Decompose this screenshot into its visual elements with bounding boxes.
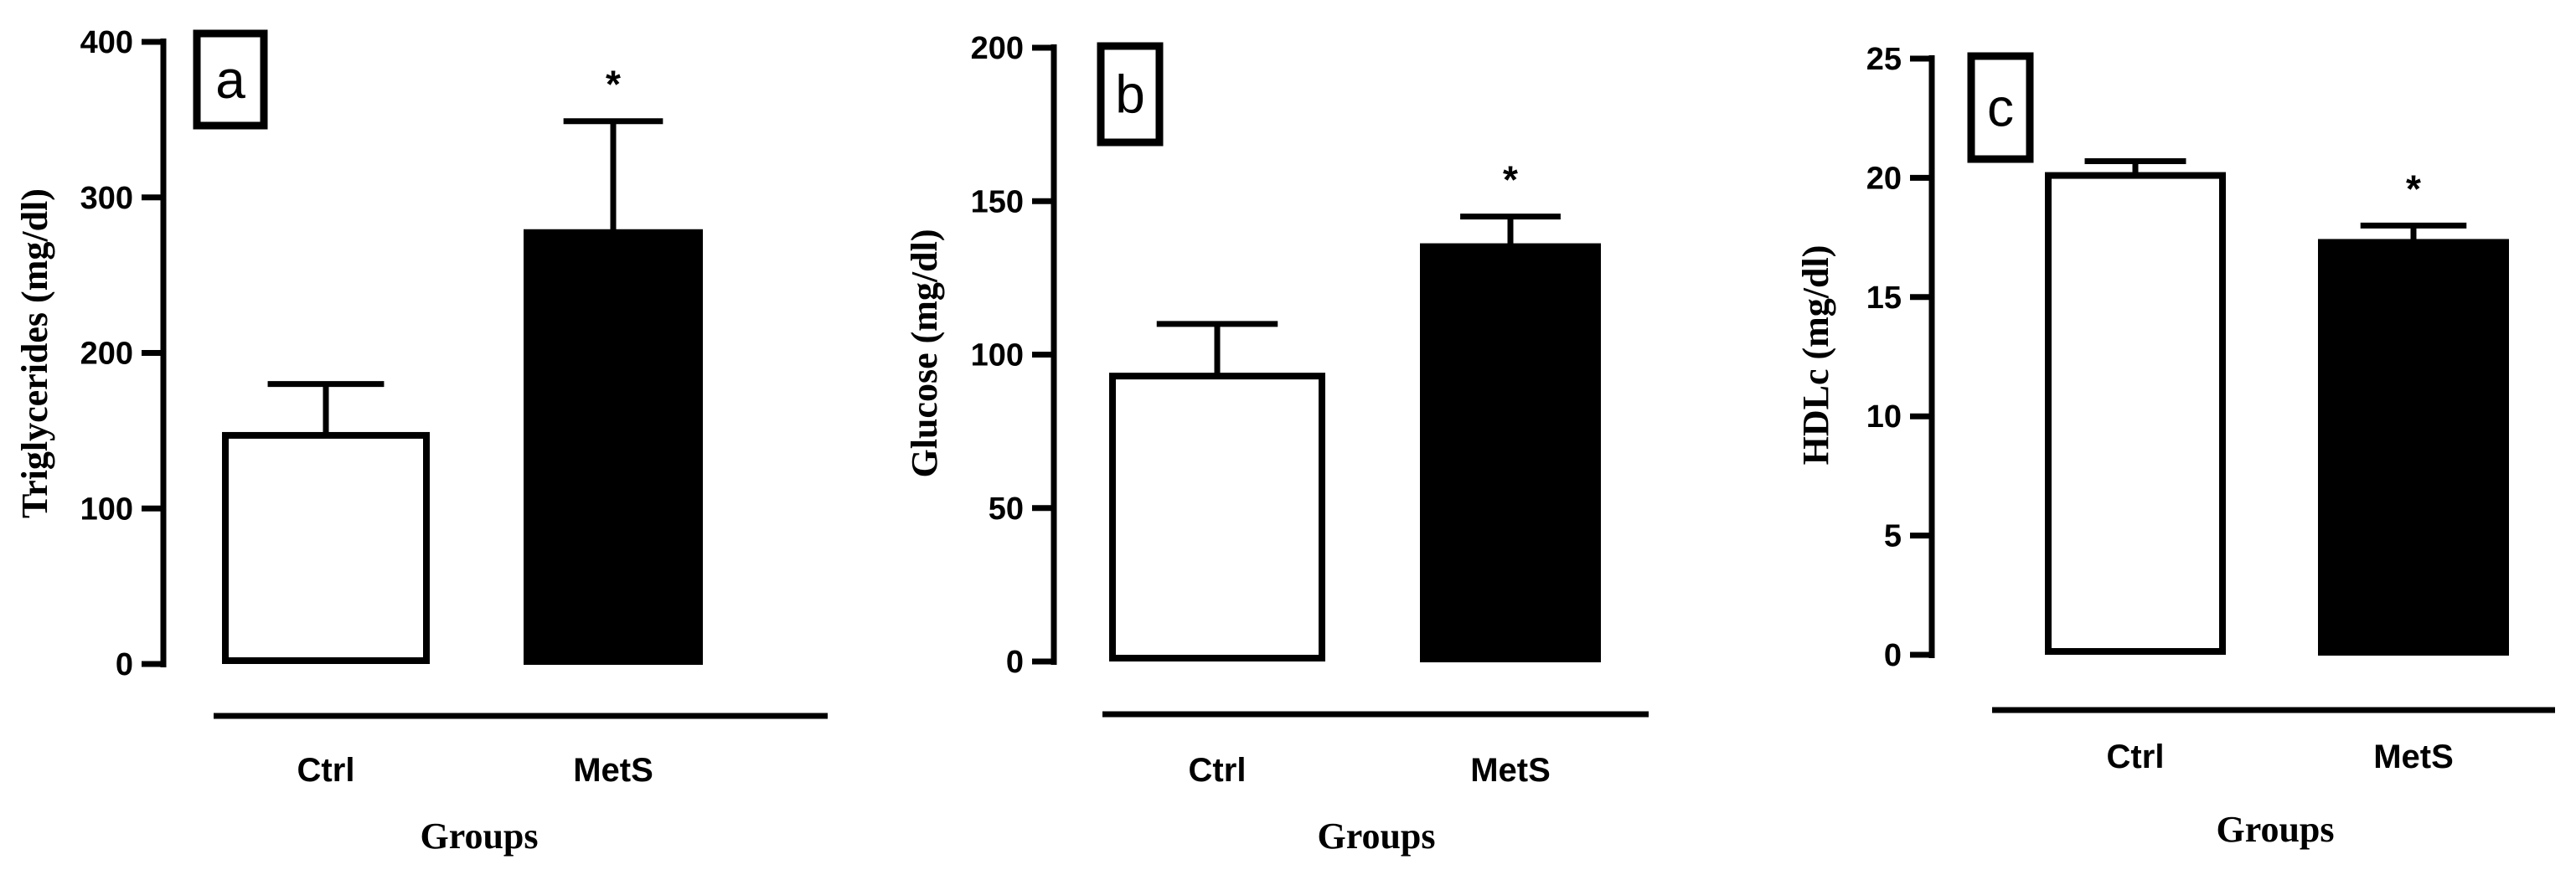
y-axis-title: Triglycerides (mg/dl) (14, 188, 55, 518)
y-tick-label: 100 (80, 492, 133, 527)
y-tick-label: 0 (1884, 638, 1902, 673)
bar-mets (524, 229, 703, 665)
bar-ctrl (222, 431, 430, 664)
chart-panel-b: 0 50 100 150 200 Ctrl MetS * Groups Glucose (mg/d… (904, 31, 1649, 857)
panel-letter-box (193, 29, 268, 130)
significance-marker: * (2406, 167, 2421, 210)
y-tick-label: 0 (116, 647, 133, 682)
panel-letter: c (1987, 78, 2014, 138)
significance-marker: * (1503, 158, 1518, 202)
panel-letter: a (215, 49, 245, 110)
y-tick-label: 5 (1884, 519, 1902, 554)
y-axis-title: Glucose (mg/dl) (904, 229, 945, 478)
y-tick-label: 300 (80, 181, 133, 216)
y-tick-label: 150 (971, 184, 1024, 219)
category-label: MetS (573, 752, 653, 789)
y-tick-label: 400 (80, 25, 133, 60)
panel-letter-box (1097, 42, 1164, 147)
y-tick-label: 20 (1866, 161, 1902, 196)
chart-panel-c: 0 5 10 15 20 25 Ctrl MetS * Groups HDLc (mg/dl) c (1795, 42, 2555, 850)
category-label: Ctrl (2107, 739, 2165, 775)
y-tick-label: 50 (989, 492, 1024, 527)
chart-panel-a: 0 100 200 300 400 Ctrl MetS * Groups Triglyceride… (14, 25, 828, 857)
y-tick-label: 200 (80, 337, 133, 372)
y-tick-label: 200 (971, 31, 1024, 66)
y-tick-label: 15 (1866, 281, 1902, 316)
x-axis-title: Groups (2216, 809, 2334, 850)
bar-mets (2318, 239, 2509, 656)
category-label: MetS (2373, 739, 2454, 775)
bar-ctrl (1109, 373, 1325, 661)
y-tick-label: 0 (1006, 645, 1024, 680)
panel-letter: b (1115, 64, 1145, 125)
category-label: Ctrl (297, 752, 355, 789)
x-axis-title: Groups (420, 816, 538, 857)
category-label: Ctrl (1189, 752, 1247, 789)
y-axis-title: HDLc (mg/dl) (1795, 245, 1836, 466)
significance-marker: * (606, 63, 621, 106)
x-axis-title: Groups (1317, 816, 1435, 857)
panel-letter-box (1967, 52, 2034, 163)
y-tick-label: 100 (971, 338, 1024, 373)
bar-ctrl (2045, 172, 2226, 655)
y-tick-label: 25 (1866, 42, 1902, 77)
y-tick-label: 10 (1866, 399, 1902, 435)
bar-mets (1420, 243, 1601, 662)
category-label: MetS (1470, 752, 1551, 789)
